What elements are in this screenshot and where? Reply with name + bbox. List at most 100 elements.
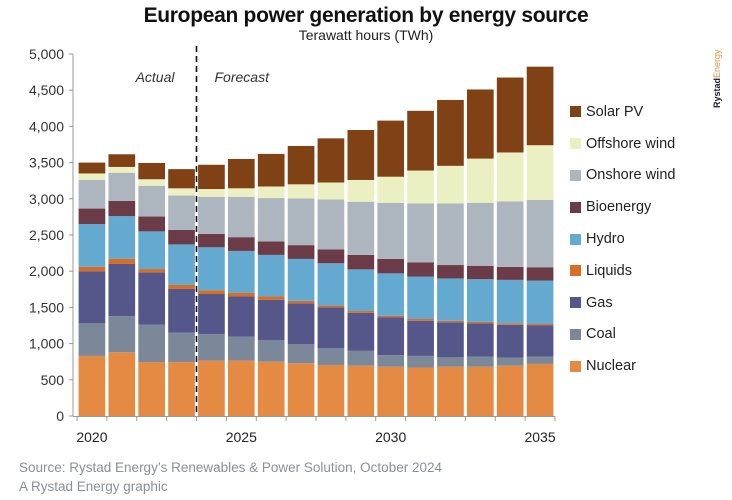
bar-segment-liquids-2024 [198, 290, 225, 295]
legend-swatch-bioenergy [570, 201, 581, 213]
legend-label-solar-pv: Solar PV [586, 103, 644, 120]
bar-segment-coal-2027 [287, 344, 315, 364]
bar-segment-nuclear-2028 [317, 364, 345, 416]
y-tick-label: 5,000 [29, 46, 64, 62]
bar-segment-nuclear-2026 [257, 361, 285, 416]
bar-segment-gas-2033 [466, 323, 494, 357]
legend-label-gas: Gas [586, 294, 613, 311]
chart-title: European power generation by energy sour… [143, 4, 589, 27]
bar-stack-2023 [168, 169, 195, 416]
bar-segment-solar-pv-2027 [287, 145, 315, 185]
bar-segment-onshore-wind-2033 [466, 202, 494, 266]
legend-item-bioenergy: Bioenergy [570, 191, 675, 223]
bar-segment-liquids-2034 [496, 323, 524, 325]
credit-note: A Rystad Energy graphic [19, 479, 168, 494]
bar-segment-bioenergy-2031 [407, 262, 434, 277]
bar-segment-hydro-2035 [526, 280, 554, 325]
bar-segment-hydro-2023 [168, 244, 195, 285]
bar-segment-liquids-2020 [78, 266, 106, 272]
bar-segment-coal-2028 [317, 348, 345, 365]
bar-segment-onshore-wind-2021 [108, 172, 136, 201]
bar-segment-nuclear-2021 [108, 352, 136, 416]
legend-swatch-hydro [570, 233, 581, 245]
bar-segment-gas-2026 [257, 299, 285, 340]
bar-segment-gas-2031 [407, 320, 434, 356]
bar-segment-solar-pv-2030 [377, 120, 405, 177]
bar-segment-coal-2034 [496, 357, 524, 366]
source-note: Source: Rystad Energy’s Renewables & Pow… [19, 460, 442, 475]
bar-segment-liquids-2027 [287, 300, 315, 304]
bar-stack-2026 [257, 153, 285, 416]
bar-segment-onshore-wind-2029 [347, 201, 375, 255]
x-tick-label-2025: 2025 [226, 429, 257, 445]
bar-stack-2025 [227, 158, 255, 416]
bar-segment-liquids-2035 [526, 324, 554, 326]
bar-stack-2020 [78, 162, 106, 416]
bar-segment-gas-2027 [287, 303, 315, 345]
bar-segment-offshore-wind-2032 [437, 165, 464, 204]
legend-item-nuclear: Nuclear [570, 350, 675, 382]
bar-segment-bioenergy-2022 [138, 216, 166, 232]
bar-segment-bioenergy-2021 [108, 200, 136, 217]
bar-stack-2034 [496, 77, 524, 416]
bar-segment-onshore-wind-2035 [526, 199, 554, 268]
y-tick-label: 0 [56, 408, 64, 424]
bar-segment-coal-2030 [377, 355, 405, 367]
legend-label-nuclear: Nuclear [586, 358, 636, 375]
bar-segment-gas-2028 [317, 307, 345, 349]
bar-segment-offshore-wind-2020 [78, 173, 106, 180]
bar-segment-onshore-wind-2034 [496, 201, 524, 267]
bar-segment-bioenergy-2028 [317, 249, 345, 264]
bar-segment-coal-2020 [78, 323, 106, 356]
bar-segment-hydro-2032 [437, 278, 464, 321]
bar-segment-hydro-2029 [347, 269, 375, 312]
y-tick-label: 4,500 [29, 82, 64, 98]
bar-segment-hydro-2031 [407, 276, 434, 319]
legend-label-coal: Coal [586, 326, 616, 343]
footer: Source: Rystad Energy’s Renewables & Pow… [19, 458, 442, 496]
bar-segment-offshore-wind-2023 [168, 188, 195, 196]
bar-segment-coal-2021 [108, 316, 136, 353]
bar-segment-offshore-wind-2025 [227, 188, 255, 197]
bar-stack-2022 [138, 162, 166, 416]
bar-segment-gas-2029 [347, 312, 375, 351]
legend-item-liquids: Liquids [570, 255, 675, 287]
chart-subtitle: Terawatt hours (TWh) [298, 27, 434, 43]
legend-item-gas: Gas [570, 287, 675, 319]
bar-segment-gas-2021 [108, 263, 136, 317]
x-tick-label-2035: 2035 [524, 429, 555, 445]
bar-segment-gas-2022 [138, 272, 166, 325]
bar-segment-offshore-wind-2027 [287, 184, 315, 199]
bar-segment-solar-pv-2031 [407, 110, 434, 171]
bar-segment-coal-2033 [466, 356, 494, 367]
bar-segment-offshore-wind-2024 [198, 189, 225, 197]
bar-segment-onshore-wind-2030 [377, 202, 405, 259]
y-tick-label: 2,000 [29, 263, 64, 279]
bar-segment-bioenergy-2035 [526, 267, 554, 281]
bar-segment-hydro-2025 [227, 250, 255, 293]
bar-segment-bioenergy-2030 [377, 258, 405, 274]
legend-item-offshore-wind: Offshore wind [570, 128, 675, 160]
bar-segment-onshore-wind-2023 [168, 195, 195, 230]
bar-segment-gas-2023 [168, 288, 195, 333]
bar-segment-liquids-2031 [407, 318, 434, 321]
x-tick-label-2030: 2030 [375, 429, 406, 445]
bar-segment-hydro-2027 [287, 258, 315, 301]
bar-segment-gas-2030 [377, 317, 405, 356]
bar-segment-solar-pv-2024 [198, 164, 225, 190]
bar-segment-liquids-2021 [108, 258, 136, 264]
bar-segment-solar-pv-2033 [466, 89, 494, 159]
bar-segment-nuclear-2022 [138, 362, 166, 416]
legend-swatch-solar-pv [570, 106, 581, 118]
bar-stack-2028 [317, 138, 345, 416]
bar-segment-offshore-wind-2033 [466, 158, 494, 203]
bar-segment-bioenergy-2029 [347, 254, 375, 270]
legend-label-bioenergy: Bioenergy [586, 199, 652, 216]
actual-label: Actual [135, 69, 176, 85]
bar-segment-coal-2029 [347, 350, 375, 366]
legend-item-coal: Coal [570, 319, 675, 351]
legend-label-liquids: Liquids [586, 262, 632, 279]
bar-segment-gas-2034 [496, 324, 524, 358]
bar-segment-offshore-wind-2026 [257, 186, 285, 199]
bar-stack-2031 [407, 110, 434, 416]
